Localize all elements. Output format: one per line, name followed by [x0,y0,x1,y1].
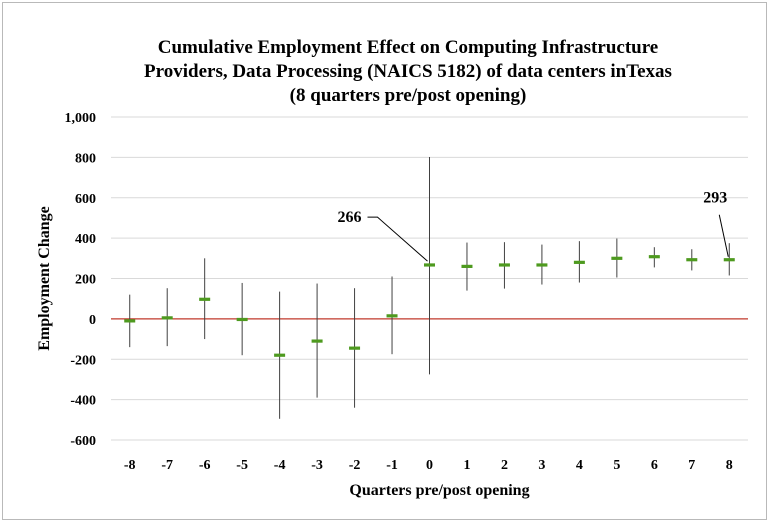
point-estimate-marker [161,316,173,320]
y-tick-label: -400 [70,394,96,409]
x-axis-ticks: -8 -7 -6 -5 -4 -3 -2 -1 0 1 2 3 4 5 6 7 8 [124,458,733,473]
x-tick-label: 3 [538,458,545,473]
x-tick-label: -3 [311,458,323,473]
y-tick-label: 1,000 [65,111,97,126]
point-estimate-marker [386,314,398,318]
x-tick-label: 1 [463,458,470,473]
y-tick-label: -200 [70,353,96,368]
point-estimate-marker [611,256,623,260]
y-tick-label: 200 [75,273,96,288]
y-tick-label: -600 [70,434,96,449]
error-bars [124,156,735,419]
point-estimate-marker [236,317,248,322]
x-tick-label: -1 [386,458,398,473]
y-axis-ticks: -600 -400 -200 0 200 400 600 800 1,000 [65,111,97,449]
chart-title: Cumulative Employment Effect on Computin… [144,37,672,106]
point-estimate-marker [311,339,323,343]
employment-effect-chart: Cumulative Employment Effect on Computin… [36,37,748,499]
point-estimate-marker [461,264,473,268]
x-tick-label: -4 [274,458,286,473]
x-tick-label: 8 [726,458,733,473]
x-tick-label: -6 [199,458,211,473]
point-estimate-marker [124,319,136,323]
x-tick-label: 6 [651,458,658,473]
x-tick-label: -2 [349,458,361,473]
chart-title-line-1: Cumulative Employment Effect on Computin… [158,37,659,58]
x-tick-label: -8 [124,458,136,473]
chart-title-line-3: (8 quarters pre/post opening) [290,85,527,106]
y-tick-label: 600 [75,192,96,207]
point-estimate-marker [199,297,211,301]
annotation-label: 293 [703,190,727,207]
annotation-leader-line [367,216,428,262]
point-estimate-marker [349,346,361,350]
point-estimate-marker [498,263,510,267]
x-tick-label: -7 [161,458,173,473]
annotation-leader-line [718,214,729,257]
point-estimate-marker [723,258,735,262]
annotation-label: 266 [338,209,362,226]
x-axis-title: Quarters pre/post opening [349,482,529,499]
x-tick-label: 0 [426,458,433,473]
point-estimate-marker [536,263,548,267]
y-tick-label: 800 [75,151,96,166]
annotations: 266 293 [338,190,729,262]
point-estimate-marker [274,353,286,357]
y-tick-label: 0 [89,313,96,328]
y-tick-label: 400 [75,232,96,247]
y-axis-title: Employment Change [36,206,53,350]
point-estimate-marker [686,258,698,262]
point-estimate-marker [573,260,585,264]
x-tick-label: 4 [576,458,583,473]
x-tick-label: 7 [688,458,695,473]
x-tick-label: 2 [501,458,508,473]
x-tick-label: 5 [613,458,620,473]
x-tick-label: -5 [236,458,248,473]
point-estimate-marker [648,255,660,259]
chart-title-line-2: Providers, Data Processing (NAICS 5182) … [144,61,672,82]
point-estimate-marker [424,263,435,267]
